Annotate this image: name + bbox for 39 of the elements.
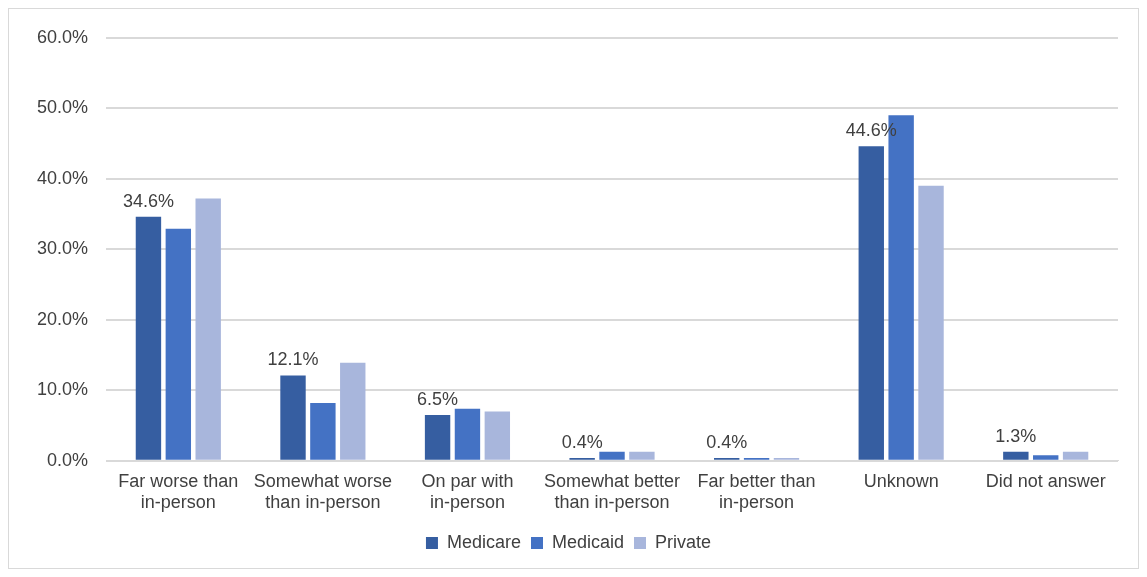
y-tick-label: 10.0% bbox=[36, 379, 89, 400]
bar bbox=[280, 375, 306, 460]
x-tick-label: Somewhat worse than in-person bbox=[253, 470, 392, 513]
data-label: 0.4% bbox=[561, 431, 603, 452]
y-tick-label: 60.0% bbox=[36, 26, 89, 47]
data-label: 1.3% bbox=[995, 425, 1037, 446]
legend-label: Medicare bbox=[446, 531, 521, 552]
bar bbox=[629, 451, 655, 460]
bar bbox=[340, 362, 366, 460]
bar bbox=[1033, 455, 1059, 460]
legend-label: Medicaid bbox=[551, 531, 625, 552]
bar bbox=[918, 185, 944, 460]
y-tick-label: 20.0% bbox=[36, 308, 89, 329]
bar bbox=[195, 198, 221, 460]
bar bbox=[424, 414, 451, 460]
bar bbox=[858, 146, 884, 460]
bar bbox=[1062, 451, 1089, 460]
bar bbox=[165, 228, 192, 460]
legend-label: Private bbox=[655, 531, 712, 552]
y-tick-label: 50.0% bbox=[36, 97, 89, 118]
x-tick-label: Did not answer bbox=[985, 470, 1106, 491]
y-tick-label: 0.0% bbox=[47, 449, 89, 470]
x-tick-label: Somewhat better than in-person bbox=[543, 470, 681, 513]
data-label: 12.1% bbox=[267, 349, 319, 370]
data-label: 34.6% bbox=[122, 190, 174, 211]
y-tick-label: 40.0% bbox=[36, 167, 89, 188]
bar bbox=[484, 411, 511, 460]
y-tick-label: 30.0% bbox=[36, 238, 89, 259]
bar bbox=[599, 451, 625, 460]
bar bbox=[454, 408, 481, 460]
bar bbox=[135, 216, 162, 460]
bar bbox=[310, 402, 336, 460]
bar bbox=[1003, 451, 1029, 460]
x-tick-label: Unknown bbox=[863, 470, 939, 491]
x-tick-label: Far better than in-person bbox=[697, 470, 816, 513]
x-tick-label: On par with in-person bbox=[421, 470, 514, 513]
data-label: 0.4% bbox=[706, 431, 748, 452]
data-label: 6.5% bbox=[417, 388, 459, 409]
x-tick-label: Far worse than in-person bbox=[118, 470, 239, 513]
